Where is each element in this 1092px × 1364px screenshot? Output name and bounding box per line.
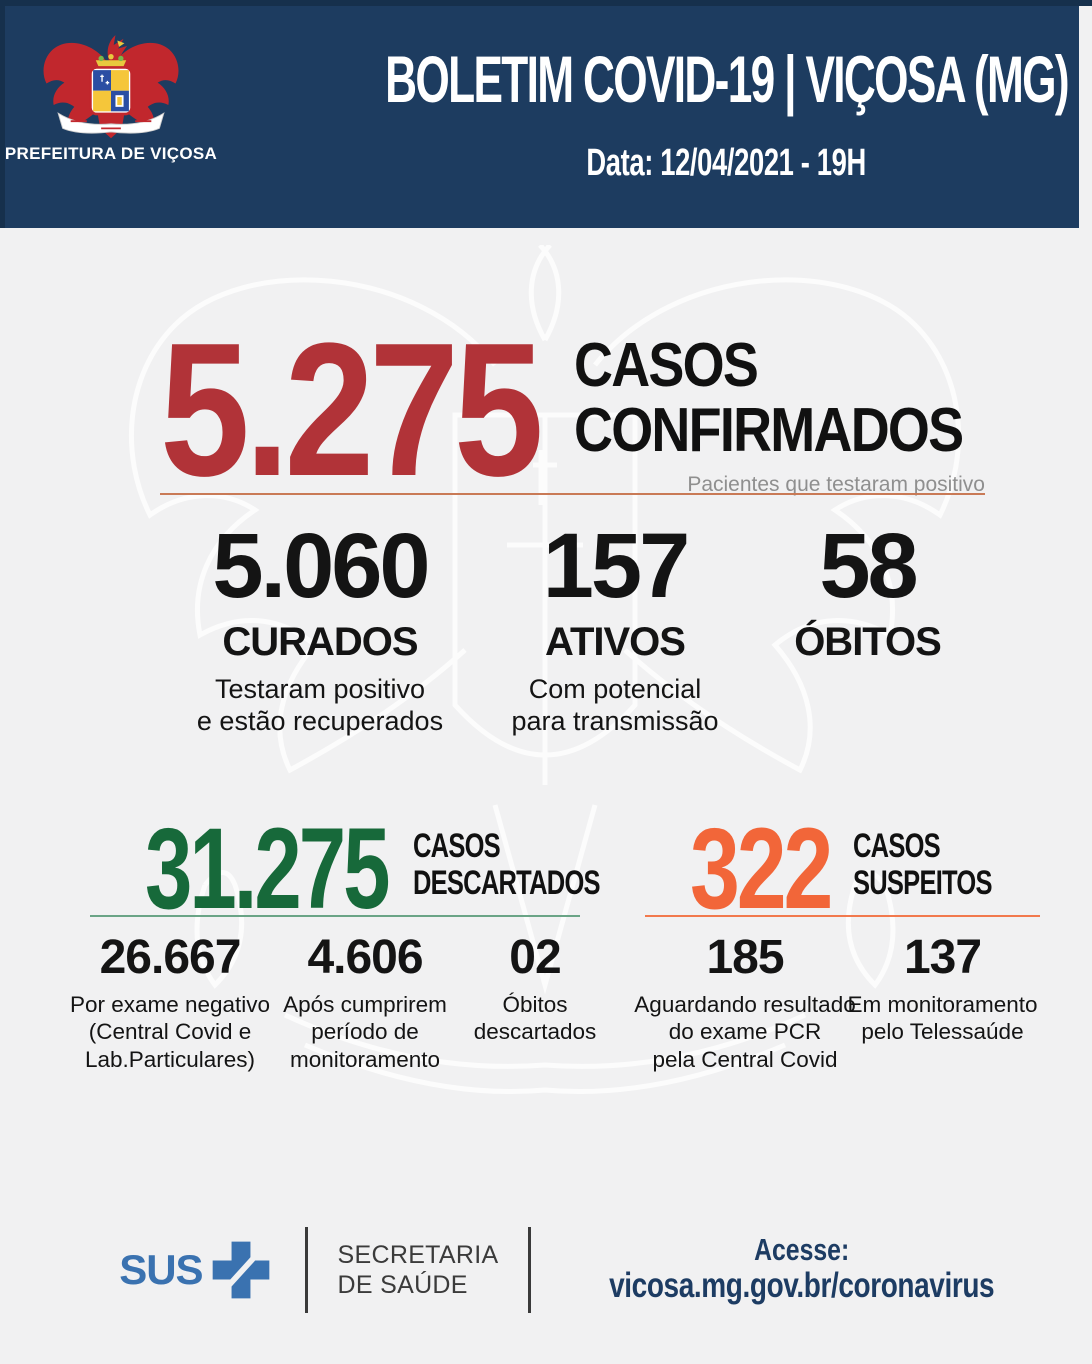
sus-label: SUS (119, 1246, 203, 1293)
confirmed-label: CASOS CONFIRMADOS (574, 331, 964, 466)
recovered-count: 5.060 (212, 515, 430, 617)
footer-divider-2 (528, 1227, 532, 1313)
suspected-section: 322 CASOS SUSPEITOS 185 Aguardando resul… (634, 812, 1040, 1072)
footer: SUS SECRETARIA DE SAÚDE Acesse: vicosa.m… (35, 1222, 1092, 1318)
telehealth-stat: 137 Em monitoramento pelo Telessaúde (845, 934, 1040, 1073)
access-label: Acesse: (754, 1231, 850, 1267)
monitoring-complete-stat: 4.606 Após cumprirem período de monitora… (270, 934, 460, 1073)
recovered-stat: 5.060 CURADOS Testaram positivo e estão … (160, 520, 480, 738)
website-callout: Acesse: vicosa.mg.gov.br/coronavirus (609, 1231, 995, 1307)
negative-exam-desc: Por exame negativo (Central Covid e Lab.… (69, 992, 271, 1072)
sus-logo: SUS (119, 1236, 274, 1304)
discarded-label: CASOS DESCARTADOS (413, 827, 601, 902)
suspected-label: CASOS SUSPEITOS (853, 827, 993, 902)
negative-exam-count: 26.667 (99, 931, 242, 984)
awaiting-pcr-count: 185 (706, 931, 784, 984)
discarded-count: 31.275 (145, 805, 390, 933)
discarded-divider (90, 915, 580, 917)
sus-cross-icon (207, 1236, 275, 1304)
telehealth-desc: Em monitoramento pelo Telessaúde (847, 992, 1038, 1045)
discarded-section: 31.275 CASOS DESCARTADOS 26.667 Por exam… (70, 812, 610, 1072)
discarded-headline: 31.275 CASOS DESCARTADOS (70, 812, 610, 927)
suspected-stats: 185 Aguardando resultado do exame PCR pe… (634, 931, 1040, 1073)
confirmed-count: 5.275 (160, 304, 544, 516)
discarded-deaths-count: 02 (509, 931, 561, 984)
active-count: 157 (542, 515, 690, 617)
bulletin-date: Data: 12/04/2021 - 19H (586, 142, 867, 184)
discarded-deaths-stat: 02 Óbitos descartados (460, 934, 610, 1073)
header-text: BOLETIM COVID-19 | VIÇOSA (MG) Data: 12/… (217, 6, 1092, 228)
active-label: ATIVOS (545, 620, 686, 664)
recovered-label: CURADOS (222, 620, 418, 664)
footer-divider-1 (304, 1227, 308, 1313)
monitoring-complete-desc: Após cumprirem período de monitoramento (283, 992, 447, 1072)
discarded-deaths-desc: Óbitos descartados (473, 992, 597, 1045)
page-title: BOLETIM COVID-19 | VIÇOSA (MG) (385, 42, 1069, 116)
confirmed-headline: 5.275 CASOS CONFIRMADOS (160, 315, 985, 505)
confirmed-stats: 5.060 CURADOS Testaram positivo e estão … (160, 520, 985, 738)
telehealth-count: 137 (903, 931, 982, 984)
monitoring-complete-count: 4.606 (307, 931, 423, 984)
coat-of-arms-icon (43, 35, 179, 139)
header: PREFEITURA DE VIÇOSA BOLETIM COVID-19 | … (0, 6, 1079, 228)
suspected-divider (645, 915, 1040, 917)
deaths-count: 58 (819, 515, 918, 617)
prefeitura-label: PREFEITURA DE VIÇOSA (4, 144, 218, 163)
confirmed-section: 5.275 CASOS CONFIRMADOS Pacientes que te… (160, 315, 985, 736)
awaiting-pcr-desc: Aguardando resultado do exame PCR pela C… (634, 992, 856, 1072)
recovered-desc: Testaram positivo e estão recuperados (196, 674, 444, 737)
active-stat: 157 ATIVOS Com potencial para transmissã… (480, 520, 750, 738)
deaths-stat: 58 ÓBITOS (750, 520, 985, 738)
suspected-count: 322 (690, 805, 833, 933)
health-secretary-label: SECRETARIA DE SAÚDE (337, 1241, 499, 1299)
active-desc: Com potencial para transmissão (511, 674, 719, 737)
deaths-label: ÓBITOS (794, 620, 942, 664)
prefeitura-logo: PREFEITURA DE VIÇOSA (5, 6, 217, 228)
discarded-stats: 26.667 Por exame negativo (Central Covid… (70, 934, 610, 1073)
negative-exam-stat: 26.667 Por exame negativo (Central Covid… (70, 934, 270, 1073)
awaiting-pcr-stat: 185 Aguardando resultado do exame PCR pe… (634, 931, 855, 1073)
suspected-headline: 322 CASOS SUSPEITOS (645, 812, 1040, 927)
confirmed-divider (160, 493, 985, 495)
header-top-border (0, 0, 1092, 6)
confirmed-subtitle: Pacientes que testaram positivo (687, 473, 985, 496)
website-link[interactable]: vicosa.mg.gov.br/coronavirus (609, 1266, 995, 1306)
